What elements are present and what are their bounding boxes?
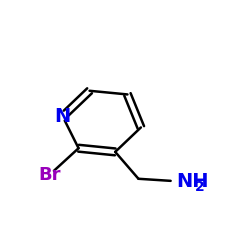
Text: Br: Br bbox=[38, 166, 60, 184]
Text: N: N bbox=[54, 107, 71, 126]
Text: NH: NH bbox=[176, 172, 209, 191]
Text: 2: 2 bbox=[195, 180, 204, 194]
